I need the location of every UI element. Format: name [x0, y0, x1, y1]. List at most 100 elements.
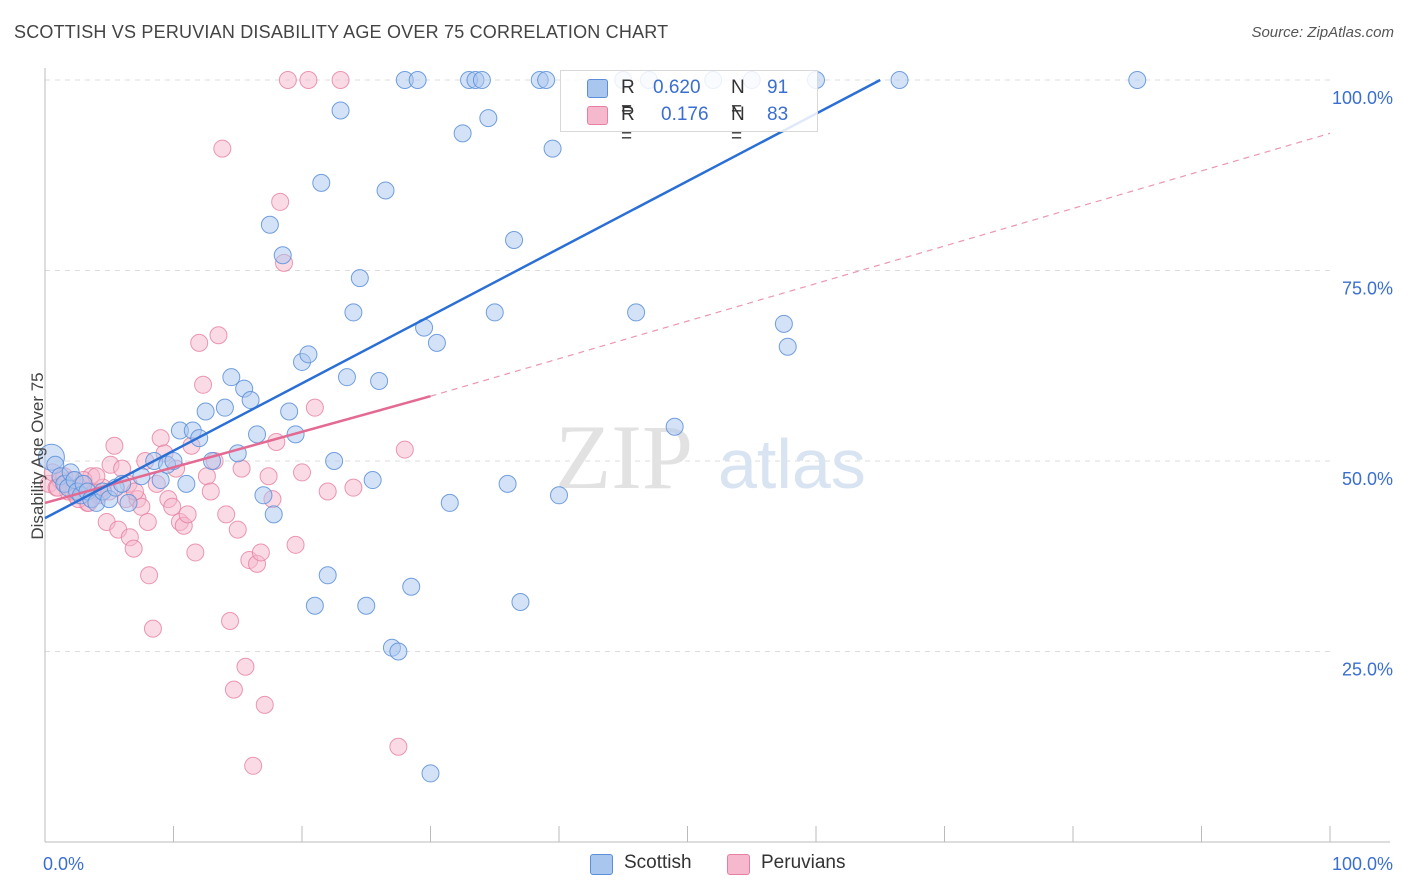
scottish-point	[264, 505, 283, 524]
scottish-swatch	[590, 854, 613, 875]
peruvian-point	[299, 71, 318, 89]
scottish-point	[550, 486, 568, 505]
n-value: 91	[767, 77, 789, 98]
y-tick-label: 50.0%	[1342, 469, 1393, 489]
scottish-point	[376, 181, 395, 200]
source-label: Source: ZipAtlas.com	[1251, 24, 1394, 41]
scottish-point	[485, 303, 504, 322]
scottish-point	[890, 71, 909, 89]
peruvian-point	[255, 695, 274, 714]
peruvian-point	[389, 737, 408, 756]
scottish-point	[778, 337, 797, 356]
peruvian-point	[194, 375, 213, 394]
scottish-point	[370, 371, 389, 390]
scottish-point	[511, 592, 530, 611]
watermark: ZIP atlas	[555, 406, 866, 508]
peruvian-point	[305, 398, 324, 417]
peruvian-point	[151, 429, 170, 448]
correlation-legend: R = 0.620 N = 91 R = 0.176 N = 83	[560, 70, 818, 147]
peruvians-trend-extension	[430, 132, 1331, 397]
scottish-point	[119, 493, 138, 512]
scottish-point	[299, 345, 318, 364]
trend-lines	[44, 78, 1331, 520]
scottish-point	[350, 269, 369, 288]
r-label: R =	[621, 104, 635, 147]
peruvian-point	[278, 71, 297, 89]
peruvian-point	[197, 467, 216, 486]
peruvian-point	[201, 482, 220, 501]
scottish-point	[389, 642, 408, 661]
peruvian-point	[259, 467, 278, 486]
y-tick-label: 25.0%	[1342, 660, 1393, 680]
scottish-point	[627, 303, 646, 322]
peruvian-point	[178, 505, 197, 524]
scottish-point	[215, 398, 234, 417]
scottish-point	[479, 109, 498, 128]
scottish-trend-line	[44, 78, 881, 520]
scottish-point	[260, 215, 279, 234]
scottish-point	[440, 493, 459, 512]
y-tick-label: 100.0%	[1332, 88, 1393, 108]
grid	[45, 79, 1330, 652]
scottish-point	[363, 471, 382, 490]
scottish-point	[453, 124, 472, 143]
scottish-point	[498, 474, 517, 493]
peruvian-point	[124, 539, 143, 558]
scottish-point	[472, 71, 491, 89]
y-axis-label: Disability Age Over 75	[28, 372, 47, 540]
x-tick-label: 100.0%	[1332, 854, 1393, 874]
legend-label-peruvians: Peruvians	[761, 852, 846, 873]
peruvian-point	[244, 756, 263, 775]
peruvian-point	[293, 463, 311, 482]
scottish-point	[305, 596, 324, 615]
peruvian-point	[232, 459, 251, 478]
peruvian-point	[105, 436, 124, 455]
scottish-point	[177, 474, 196, 493]
peruvian-point	[331, 71, 350, 89]
peruvian-point	[224, 680, 243, 699]
n-label: N =	[731, 77, 745, 120]
r-value: 0.176	[661, 104, 709, 125]
scottish-point	[774, 314, 793, 333]
n-label: N =	[731, 104, 745, 147]
legend-label-scottish: Scottish	[624, 852, 692, 873]
scottish-point	[312, 173, 331, 192]
peruvian-point	[251, 543, 270, 562]
scottish-point	[1128, 71, 1147, 89]
peruvian-point	[190, 333, 209, 352]
scottish-point	[280, 402, 299, 421]
scottish-point	[254, 486, 273, 505]
scottish-point	[318, 566, 337, 585]
peruvian-point	[286, 535, 305, 554]
scottish-point	[537, 71, 556, 89]
peruvian-point	[217, 505, 236, 524]
scottish-point	[421, 764, 440, 783]
peruvian-point	[318, 482, 337, 501]
n-value: 83	[767, 104, 789, 125]
scottish-point	[543, 139, 562, 158]
peruvian-point	[163, 497, 182, 516]
scottish-point	[241, 391, 260, 410]
r-label: R =	[621, 77, 635, 120]
scottish-point	[325, 452, 344, 470]
scottish-point	[222, 368, 241, 387]
scottish-point	[344, 303, 363, 322]
peruvian-point	[236, 657, 255, 676]
peruvian-point	[271, 192, 290, 211]
tick-labels: 25.0% 50.0% 75.0% 100.0% 0.0% 100.0%	[43, 88, 1393, 874]
peruvians-swatch	[727, 854, 750, 875]
scottish-points	[37, 71, 1147, 783]
peruvian-point	[140, 566, 159, 585]
scottish-point	[248, 425, 267, 444]
scottish-point	[665, 417, 684, 436]
peruvian-point	[209, 326, 228, 345]
x-tick-label: 0.0%	[43, 854, 84, 874]
peruvian-point	[221, 612, 240, 631]
scottish-point	[331, 101, 350, 120]
chart-title: SCOTTISH VS PERUVIAN DISABILITY AGE OVER…	[14, 22, 669, 42]
scottish-point	[357, 596, 376, 615]
peruvian-point	[186, 543, 205, 562]
peruvian-point	[228, 520, 247, 539]
peruvian-point	[344, 478, 363, 497]
